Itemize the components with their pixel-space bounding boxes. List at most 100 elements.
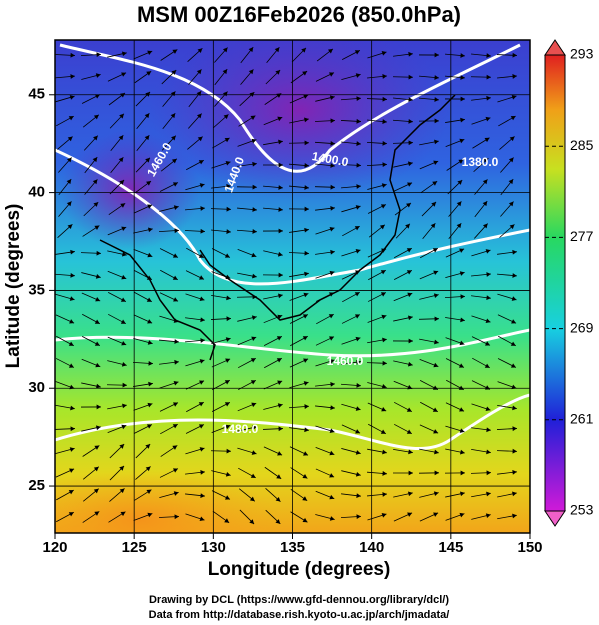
colorbar-tick-label: 269 — [570, 319, 594, 335]
streamline-arrow — [94, 511, 100, 516]
streamline-arrow — [277, 251, 283, 257]
streamline-arrow — [434, 139, 439, 145]
streamline-arrow — [148, 381, 153, 387]
streamline-arrow — [356, 141, 361, 146]
streamline-arrow — [329, 226, 335, 232]
streamline-arrow — [147, 252, 153, 258]
title: MSM 00Z16Feb2026 (850.0hPa) — [137, 2, 461, 27]
streamline-arrow — [330, 381, 335, 387]
streamline-arrow — [121, 226, 127, 232]
streamline-arrow — [482, 223, 488, 229]
streamline-arrow — [303, 451, 309, 456]
streamline-arrow — [304, 185, 309, 190]
streamline-arrow — [508, 201, 514, 207]
streamline-arrow — [330, 205, 335, 211]
streamline-arrow — [382, 119, 387, 124]
streamline-arrow — [459, 271, 465, 276]
cold-region — [150, 40, 450, 200]
contour — [55, 393, 530, 451]
streamline-arrow — [278, 228, 283, 234]
streamline-arrow — [434, 470, 439, 476]
streamline-arrow — [459, 491, 465, 497]
streamline-arrow — [459, 428, 465, 433]
streamline-arrow — [485, 116, 491, 122]
streamline-arrow — [407, 361, 413, 367]
streamline-arrow — [382, 162, 387, 168]
streamline-arrow — [69, 319, 75, 324]
streamline-arrow — [278, 293, 283, 299]
streamline-arrow — [356, 383, 361, 388]
streamline-arrow — [459, 138, 465, 144]
streamline-arrow — [252, 184, 257, 190]
streamline-arrow — [146, 297, 152, 302]
streamline-arrow — [118, 157, 124, 163]
streamline-arrow — [222, 69, 228, 75]
streamline-arrow — [381, 183, 387, 188]
streamline-arrow — [224, 380, 230, 385]
streamline-arrow — [510, 341, 516, 346]
streamline-arrow — [407, 491, 413, 497]
streamline-arrow — [70, 52, 75, 58]
streamline-arrow — [171, 135, 176, 141]
streamline-arrow — [146, 275, 152, 280]
streamline-arrow — [200, 338, 205, 343]
streamline-arrow — [96, 52, 101, 58]
streamline-arrow — [486, 295, 491, 301]
streamline-arrow — [68, 490, 74, 495]
streamline-arrow — [304, 427, 309, 433]
streamline-arrow — [225, 160, 231, 166]
streamline-arrow — [251, 336, 257, 342]
streamline-arrow — [460, 75, 465, 80]
streamline-arrow — [382, 140, 387, 146]
streamline-arrow — [172, 49, 178, 54]
streamline-arrow — [224, 253, 230, 258]
streamline-arrow — [330, 140, 335, 146]
streamline-arrow — [121, 424, 127, 430]
streamline-arrow — [381, 248, 387, 253]
streamline-arrow — [459, 512, 465, 518]
streamline-arrow — [408, 119, 413, 124]
streamline-arrow — [457, 180, 463, 185]
streamline-arrow — [408, 140, 413, 146]
streamline-arrow — [512, 74, 517, 79]
x-tick-label: 135 — [280, 539, 305, 556]
streamline-arrow — [407, 182, 413, 187]
streamline-arrow — [329, 428, 335, 433]
streamline-arrow — [406, 270, 412, 275]
streamline-arrow — [172, 424, 178, 429]
streamline-arrow — [511, 95, 517, 100]
streamline-arrow — [119, 179, 125, 185]
streamline-arrow — [275, 70, 281, 75]
streamline-arrow — [96, 250, 101, 256]
streamline-arrow — [381, 384, 387, 389]
streamline-arrow — [118, 135, 124, 141]
streamline-arrow — [433, 270, 439, 276]
streamline-arrow — [172, 468, 178, 473]
x-tick-label: 120 — [42, 539, 67, 556]
streamline-arrow — [355, 450, 361, 455]
footer-line: Data from http://database.rish.kyoto-u.a… — [149, 609, 450, 621]
streamline-arrow — [276, 358, 282, 363]
streamline-arrow — [355, 73, 361, 78]
streamline-arrow — [92, 157, 98, 163]
streamline-arrow — [277, 451, 283, 456]
streamline-arrow — [69, 296, 75, 301]
streamline-arrow — [330, 184, 335, 190]
streamline-arrow — [174, 359, 179, 365]
streamline-arrow — [121, 72, 127, 77]
streamline-arrow — [434, 339, 439, 345]
streamline-arrow — [355, 406, 361, 411]
streamline-arrow — [330, 118, 335, 124]
streamline-arrow — [511, 319, 517, 324]
streamline-arrow — [121, 51, 127, 57]
streamline-arrow — [328, 292, 334, 297]
streamline-arrow — [405, 223, 410, 229]
streamline-arrow — [354, 226, 360, 231]
streamline-arrow — [431, 201, 437, 207]
streamline-arrow — [512, 448, 517, 454]
streamline-arrow — [199, 516, 205, 522]
streamline-arrow — [147, 512, 153, 518]
streamline-arrow — [226, 229, 231, 234]
streamline-arrow — [226, 448, 231, 454]
x-axis-label: Longitude (degrees) — [208, 559, 391, 580]
